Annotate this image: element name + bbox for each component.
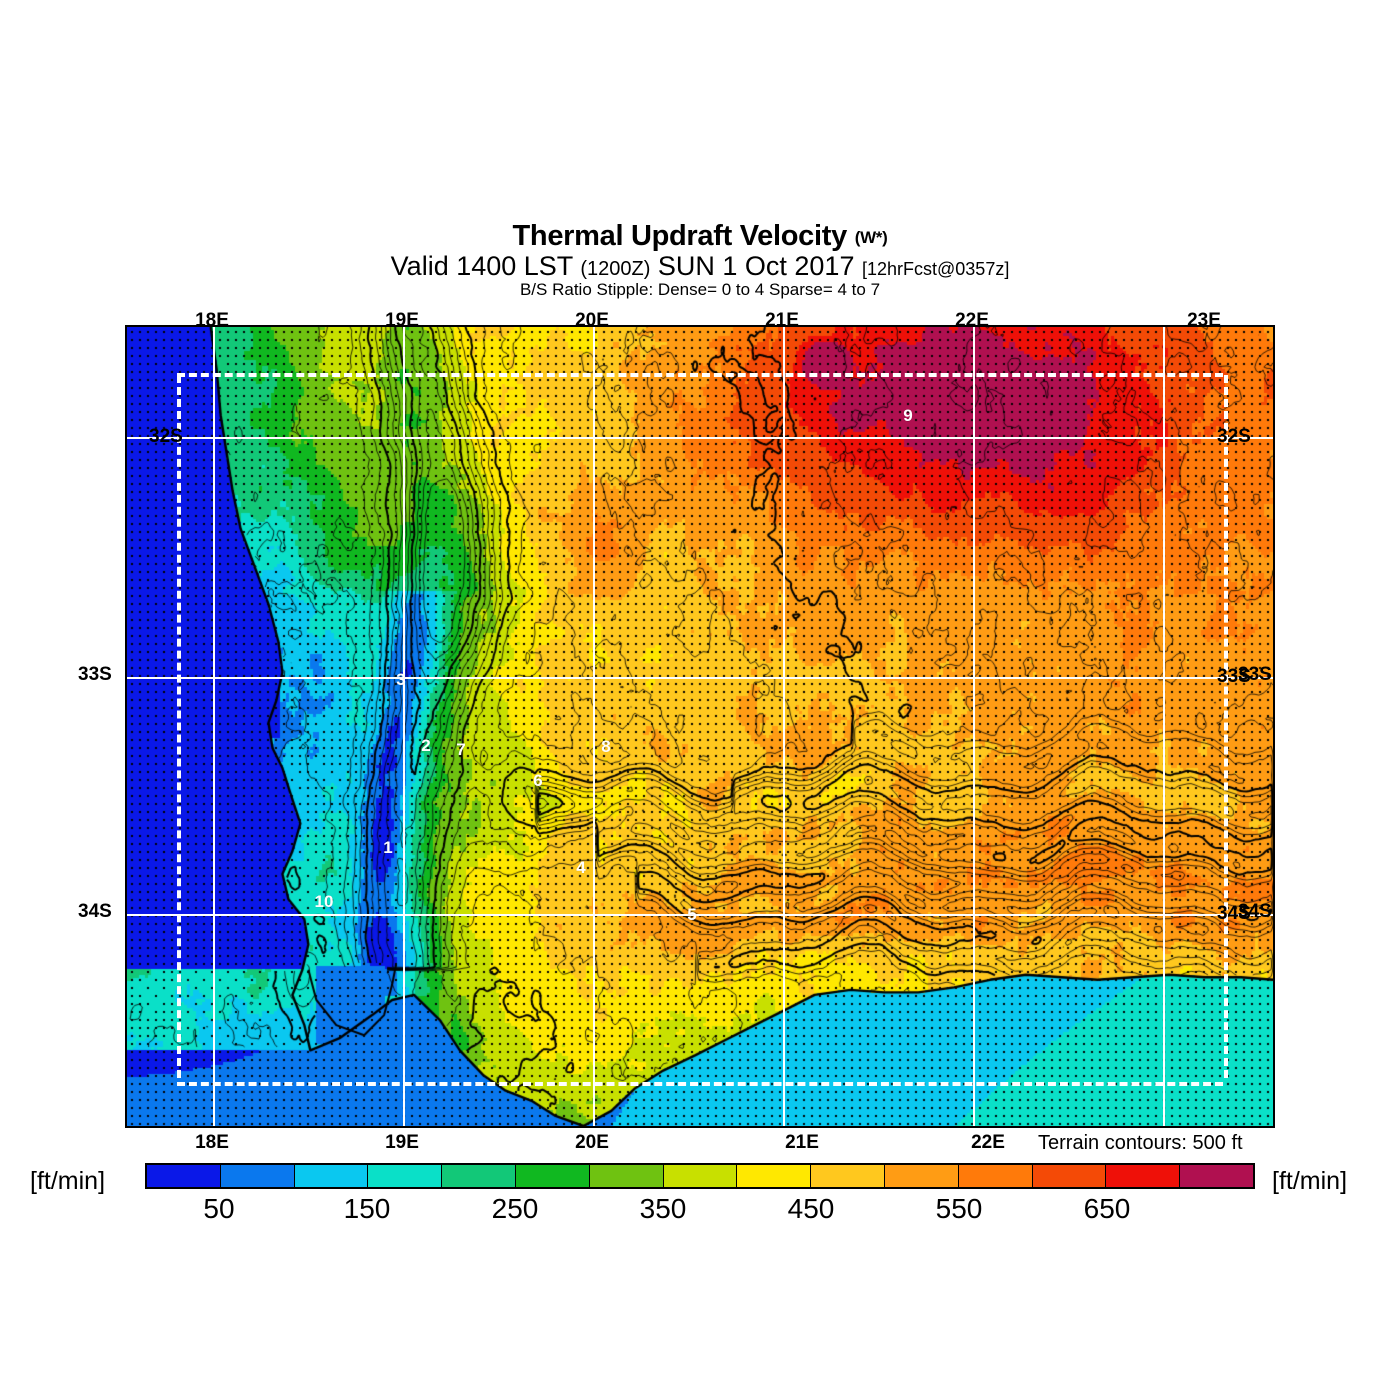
station-marker-10: 10 — [314, 892, 334, 911]
lat-label-right-33s: 33S — [1238, 664, 1272, 685]
lon-label-bottom-21e: 21E — [785, 1132, 819, 1153]
colorbar-tick-550: 550 — [935, 1193, 983, 1224]
graticule-lon-21e — [783, 327, 785, 1126]
colorbar-unit-left: [ft/min] — [30, 1167, 106, 1195]
colorbar-tick-650: 650 — [1083, 1193, 1131, 1224]
graticule-lat-33s — [127, 677, 1273, 679]
station-marker-4: 4 — [576, 858, 586, 877]
lat-label-left-33s: 33S — [78, 664, 112, 685]
graticule-lon-22e — [973, 327, 975, 1126]
colorbar-swatch-9[interactable] — [811, 1165, 885, 1187]
lon-label-top-23e: 23E — [1187, 310, 1221, 331]
graticule-lon-20e — [593, 327, 595, 1126]
colorbar-swatch-6[interactable] — [589, 1165, 664, 1187]
colorbar-swatch-3[interactable] — [368, 1165, 443, 1187]
station-marker-3: 3 — [396, 670, 406, 689]
map-plot-area[interactable]: 32S 32S 33S 34S 9 3 2 7 8 6 1 4 10 5 — [125, 325, 1275, 1128]
lon-label-bottom-20e: 20E — [575, 1132, 609, 1153]
title-main: Thermal Updraft Velocity — [512, 220, 847, 252]
colorbar-swatch-7[interactable] — [663, 1165, 738, 1187]
lat-label-left-34s: 34S — [78, 901, 112, 922]
valid-time: Valid 1400 LST — [390, 251, 573, 281]
colorbar-swatch-13[interactable] — [1106, 1165, 1181, 1187]
domain-box-right — [1224, 375, 1228, 1078]
valid-time-line: Valid 1400 LST (1200Z) SUN 1 Oct 2017 [1… — [0, 252, 1400, 280]
station-marker-1: 1 — [383, 838, 393, 857]
colorbar-swatch-2[interactable] — [294, 1165, 369, 1187]
colorbar-swatch-10[interactable] — [884, 1165, 959, 1187]
lat-label-inner-right-34s: 34S — [1217, 903, 1251, 924]
colorbar-unit-right: [ft/min] — [1272, 1167, 1348, 1195]
stipple-legend-note: B/S Ratio Stipple: Dense= 0 to 4 Sparse=… — [519, 280, 881, 300]
station-marker-7: 7 — [456, 740, 466, 759]
station-marker-6: 6 — [533, 771, 543, 790]
lon-label-top-18e: 18E — [195, 310, 229, 331]
station-marker-9: 9 — [903, 406, 913, 425]
graticule-lon-23e — [1163, 327, 1165, 1126]
title-variable-symbol: (W*) — [854, 228, 888, 247]
station-marker-5: 5 — [687, 905, 697, 924]
graticule-lon-19e — [403, 327, 405, 1126]
forecast-run: [12hrFcst@0357z] — [861, 259, 1010, 279]
colorbar-tick-150: 150 — [343, 1193, 391, 1224]
colorbar[interactable]: [ft/min] [ft/min] 50 150 250 350 450 550 650 — [0, 1155, 1400, 1225]
lat-label-right-34s: 34S — [1238, 901, 1272, 922]
lon-label-top-19e: 19E — [385, 310, 419, 331]
lat-label-inner-32s: 32S — [149, 426, 183, 447]
graticule-lat-34s — [127, 914, 1273, 916]
domain-box-top — [177, 373, 1223, 377]
lon-label-bottom-18e: 18E — [195, 1132, 229, 1153]
graticule-lon-18e — [213, 327, 215, 1126]
colorbar-swatch-4[interactable] — [442, 1165, 516, 1187]
colorbar-swatches[interactable] — [145, 1163, 1255, 1189]
lat-label-inner-right-33s: 33S — [1217, 666, 1251, 687]
colorbar-tick-50: 50 — [203, 1193, 235, 1224]
title-block: Thermal Updraft Velocity (W*) Valid 1400… — [0, 222, 1400, 300]
station-marker-8: 8 — [601, 737, 611, 756]
domain-box-bottom — [177, 1082, 1223, 1086]
graticule-lat-32s — [127, 437, 1273, 439]
terrain-contour-note: Terrain contours: 500 ft — [1038, 1132, 1243, 1154]
lon-label-bottom-19e: 19E — [385, 1132, 419, 1153]
colorbar-swatch-5[interactable] — [515, 1165, 590, 1187]
colorbar-swatch-11[interactable] — [958, 1165, 1033, 1187]
lat-label-inner-right-32s: 32S — [1217, 426, 1251, 447]
colorbar-swatch-1[interactable] — [220, 1165, 295, 1187]
colorbar-swatch-0[interactable] — [147, 1165, 221, 1187]
page-title: Thermal Updraft Velocity (W*) — [0, 222, 1400, 251]
lon-label-top-20e: 20E — [575, 310, 609, 331]
colorbar-tick-450: 450 — [787, 1193, 835, 1224]
lon-label-top-22e: 22E — [955, 310, 989, 331]
valid-date: SUN 1 Oct 2017 — [657, 251, 855, 281]
colorbar-tick-250: 250 — [491, 1193, 539, 1224]
colorbar-swatch-8[interactable] — [737, 1165, 812, 1187]
colorbar-tick-350: 350 — [639, 1193, 687, 1224]
domain-box-left — [177, 375, 181, 1078]
weather-field-raster — [127, 327, 1273, 1126]
lon-label-top-21e: 21E — [765, 310, 799, 331]
colorbar-swatch-14[interactable] — [1180, 1165, 1253, 1187]
colorbar-swatch-12[interactable] — [1032, 1165, 1107, 1187]
station-marker-2: 2 — [421, 736, 431, 755]
valid-time-utc: (1200Z) — [580, 258, 651, 280]
lon-label-bottom-22e: 22E — [971, 1132, 1005, 1153]
